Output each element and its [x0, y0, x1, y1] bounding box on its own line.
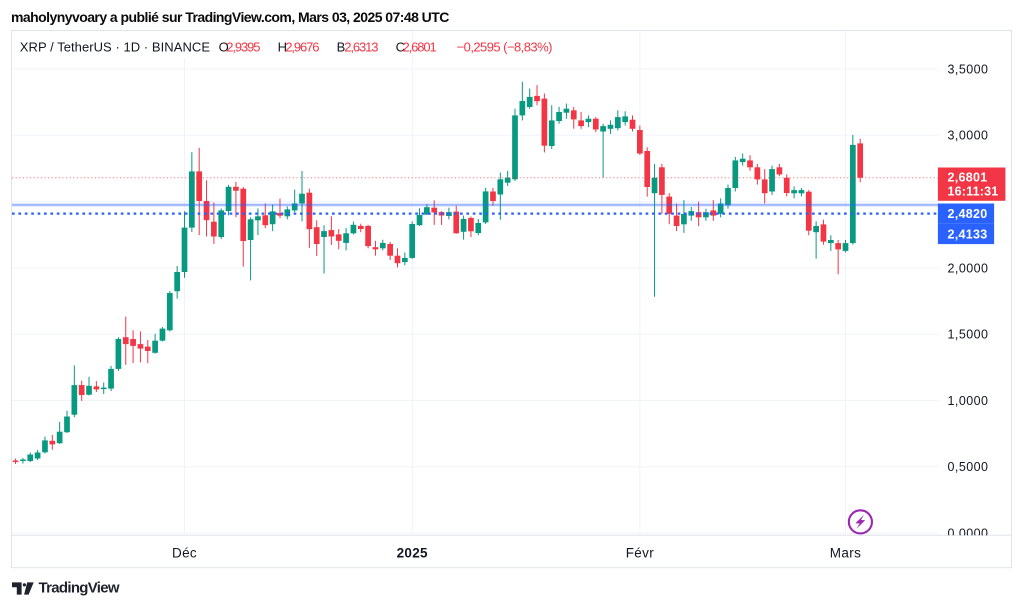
svg-text:TradingView: TradingView — [39, 580, 120, 597]
svg-text:−0,2595 (−8,83%): −0,2595 (−8,83%) — [457, 40, 552, 55]
svg-text:3,5000: 3,5000 — [948, 62, 989, 76]
svg-text:2,9395: 2,9395 — [226, 40, 260, 55]
svg-text:Mars: Mars — [830, 546, 861, 561]
svg-text:2,6801: 2,6801 — [948, 170, 988, 184]
svg-text:16:11:31: 16:11:31 — [948, 185, 999, 199]
svg-text:maholynyvoary a publié sur Tra: maholynyvoary a publié sur TradingView.c… — [11, 9, 449, 25]
svg-text:2,0000: 2,0000 — [948, 261, 989, 275]
svg-text:1,0000: 1,0000 — [948, 394, 989, 408]
svg-text:H: H — [278, 40, 287, 55]
svg-text:1,5000: 1,5000 — [948, 328, 989, 342]
svg-text:2025: 2025 — [397, 546, 428, 561]
svg-text:Févr: Févr — [626, 546, 655, 561]
svg-text:B: B — [337, 40, 346, 55]
svg-text:3,0000: 3,0000 — [948, 129, 989, 143]
svg-text:0,0000: 0,0000 — [948, 527, 989, 541]
svg-text:C: C — [396, 40, 405, 55]
svg-text:XRP / TetherUS · 1D · BINANCE: XRP / TetherUS · 1D · BINANCE — [20, 40, 211, 55]
svg-text:2,9676: 2,9676 — [285, 40, 319, 55]
svg-text:Déc: Déc — [172, 546, 197, 561]
svg-text:0,5000: 0,5000 — [948, 460, 989, 474]
svg-text:2,6313: 2,6313 — [344, 40, 378, 55]
svg-text:2,4133: 2,4133 — [948, 228, 988, 242]
svg-text:2,4820: 2,4820 — [948, 207, 988, 221]
svg-text:2,6801: 2,6801 — [403, 40, 437, 55]
svg-text:O: O — [219, 40, 229, 55]
